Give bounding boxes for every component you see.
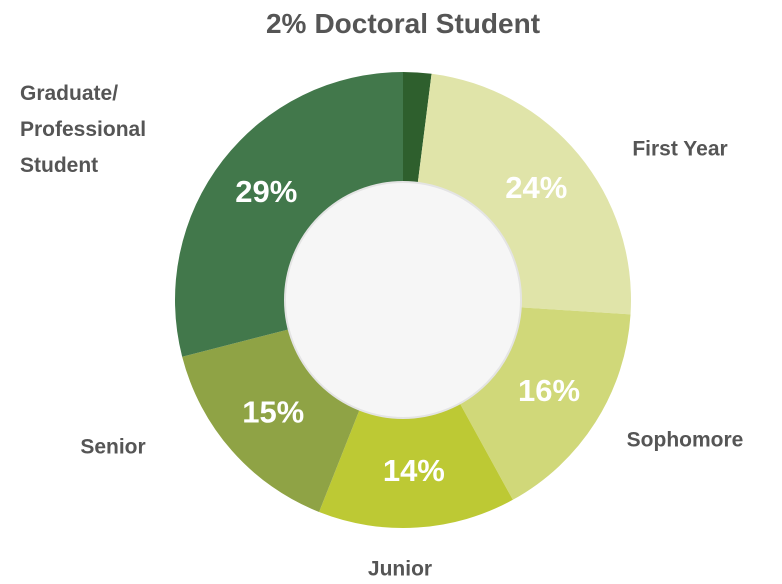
donut-hole (284, 181, 522, 419)
top-label: 2% Doctoral Student (266, 8, 540, 39)
value-label: 16% (518, 373, 580, 408)
category-label: Doctoral Student (314, 8, 540, 39)
category-label: Sophomore (627, 429, 744, 452)
donut-segment (174, 72, 403, 357)
donut-segment (459, 307, 631, 500)
value-label: 29% (235, 174, 297, 209)
donut-segment (319, 403, 513, 528)
donut-segment (403, 72, 432, 183)
value-label: 24% (505, 170, 567, 205)
category-line: Student (20, 154, 98, 177)
value-label: 14% (383, 453, 445, 488)
category-line: Professional (20, 118, 146, 141)
donut-segment (182, 329, 360, 512)
category-label: Junior (368, 558, 432, 581)
donut-segment (417, 73, 631, 315)
value-label: 15% (242, 395, 304, 430)
category-label: Graduate/Professional Student (20, 82, 146, 177)
value-label: 2% (266, 8, 307, 39)
category-line: Graduate/ (20, 82, 118, 105)
category-label: First Year (632, 138, 727, 161)
category-label: Senior (80, 436, 145, 459)
